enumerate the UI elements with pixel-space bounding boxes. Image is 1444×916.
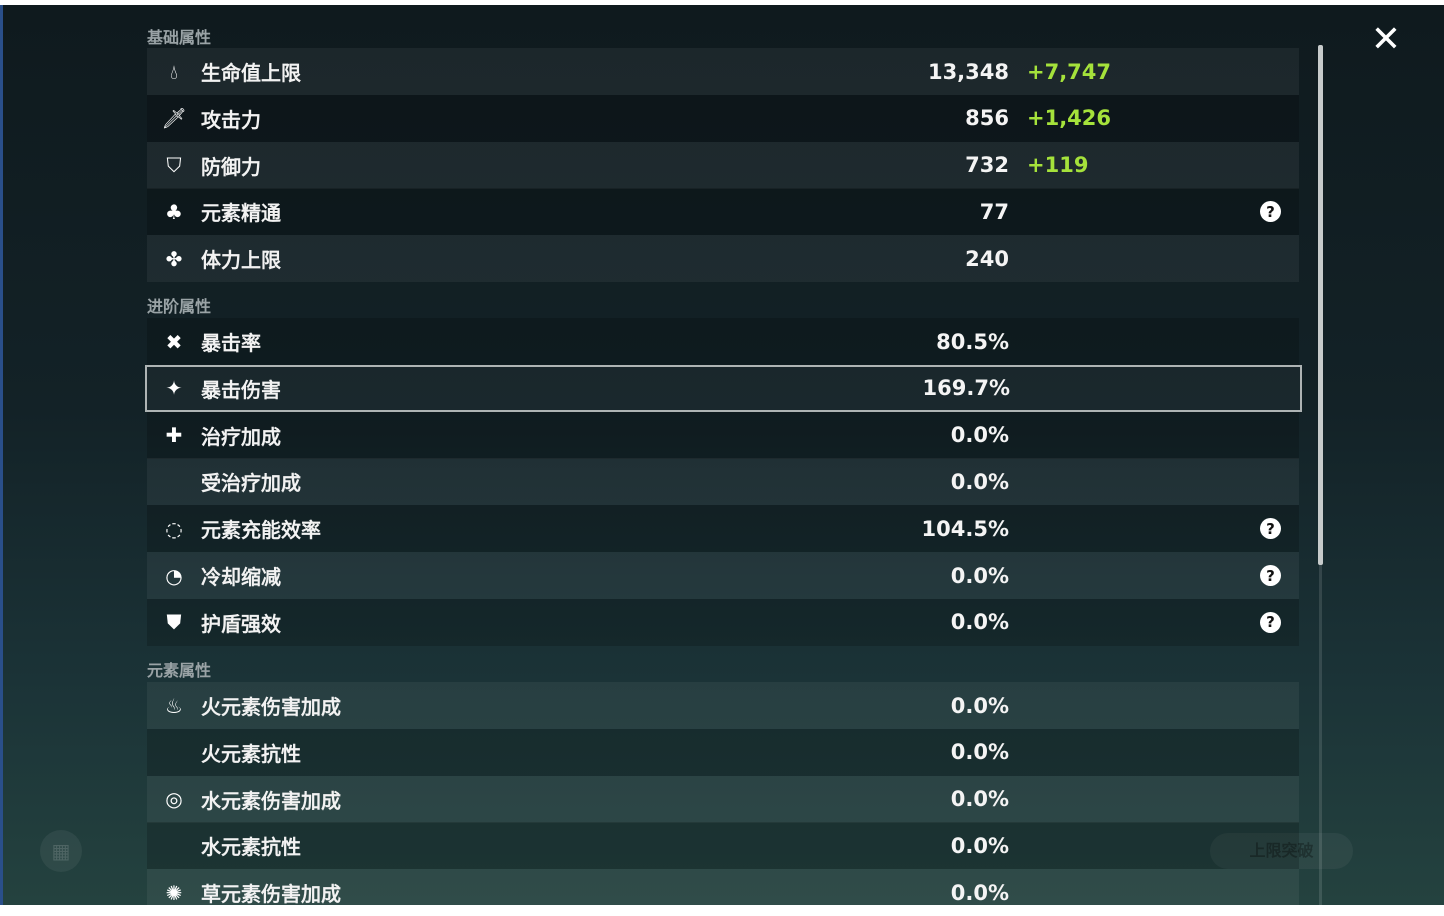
shield-strength-icon: ⛊	[166, 610, 182, 635]
elemental-mastery-icon: ♣	[165, 199, 183, 224]
stat-label: 受治疗加成	[201, 471, 301, 496]
dendro-icon: ✺	[165, 880, 183, 905]
stat-row[interactable]: 火元素抗性 0.0%	[147, 728, 1299, 776]
stat-value: 732	[965, 153, 1009, 178]
shield-icon: ⛉	[166, 153, 182, 178]
window-edge	[0, 5, 3, 905]
sword-icon: 🗡︎	[161, 106, 187, 131]
hydro-icon: ◎	[165, 787, 183, 812]
stat-label: 元素精通	[201, 201, 281, 226]
section-title: 元素属性	[147, 661, 212, 680]
stat-value: 240	[965, 246, 1009, 271]
stat-row[interactable]: ◎ 水元素伤害加成 0.0%	[147, 775, 1299, 823]
stat-label: 草元素伤害加成	[201, 882, 341, 907]
stat-label: 火元素伤害加成	[201, 695, 341, 719]
stat-row[interactable]: ✤ 体力上限 240	[147, 235, 1299, 283]
crit-rate-icon: ✖	[165, 329, 183, 354]
stat-value: 856	[965, 106, 1009, 131]
stat-value: 13,348	[927, 59, 1009, 84]
ascend-button-background: 上限突破	[1210, 833, 1353, 869]
stat-bonus: +1,426	[1027, 106, 1112, 131]
menu-grid-button: ▦	[40, 830, 82, 872]
stat-label: 体力上限	[201, 248, 281, 273]
stat-row[interactable]: 水元素抗性 0.0%	[147, 822, 1299, 870]
stat-row[interactable]: 受治疗加成 0.0%	[147, 458, 1299, 506]
stamina-icon: ✤	[165, 246, 183, 271]
stat-label: 护盾强效	[201, 611, 281, 636]
stat-label: 暴击伤害	[201, 377, 281, 402]
stat-label: 暴击率	[201, 331, 261, 355]
stat-value: 0.0%	[950, 563, 1009, 588]
stat-row[interactable]: ◔ 冷却缩减 0.0%?	[147, 552, 1299, 599]
help-icon[interactable]: ?	[1260, 201, 1281, 223]
pyro-icon: ♨	[165, 693, 183, 718]
help-icon[interactable]: ?	[1260, 611, 1281, 633]
stat-row[interactable]: ⛉ 防御力 732 +119	[147, 141, 1299, 189]
stat-row[interactable]: ◌ 元素充能效率 104.5%?	[147, 505, 1299, 553]
stat-bonus: +7,747	[1027, 59, 1112, 84]
stat-label: 攻击力	[201, 107, 261, 132]
stat-bonus: +119	[1027, 153, 1089, 178]
stat-label: 生命值上限	[201, 61, 301, 85]
stats-panel-background	[3, 5, 1444, 905]
scrollbar-thumb[interactable]	[1318, 45, 1323, 565]
stat-row[interactable]: 💧︎ 生命值上限 13,348 +7,747	[147, 48, 1299, 95]
stat-value: 0.0%	[950, 740, 1009, 765]
stat-value: 0.0%	[950, 469, 1009, 494]
stat-label: 火元素抗性	[201, 741, 301, 766]
stat-row[interactable]: 🗡︎ 攻击力 856 +1,426	[147, 94, 1299, 142]
section-title: 基础属性	[147, 28, 212, 47]
stat-row[interactable]: ♨ 火元素伤害加成 0.0%	[147, 682, 1299, 729]
stat-value: 169.7%	[922, 376, 1010, 401]
stat-label: 水元素抗性	[201, 835, 301, 860]
stat-label: 元素充能效率	[201, 518, 321, 543]
stat-value: 0.0%	[950, 423, 1009, 448]
close-button[interactable]: ✕	[1368, 22, 1404, 58]
stat-row[interactable]: ⛊ 护盾强效 0.0%?	[147, 598, 1299, 646]
stat-value: 0.0%	[950, 880, 1009, 905]
stat-label: 水元素伤害加成	[201, 788, 341, 813]
stat-value: 0.0%	[950, 693, 1009, 718]
section-title: 进阶属性	[147, 297, 212, 316]
stat-row[interactable]: ♣ 元素精通 77?	[147, 188, 1299, 236]
close-icon: ✕	[1370, 19, 1402, 60]
stat-value: 0.0%	[950, 833, 1009, 858]
stat-row[interactable]: ✚ 治疗加成 0.0%	[147, 411, 1299, 459]
stat-value: 0.0%	[950, 787, 1009, 812]
stat-row[interactable]: ✺ 草元素伤害加成 0.0%	[147, 869, 1299, 916]
stat-label: 冷却缩减	[201, 565, 281, 589]
stat-value: 80.5%	[936, 329, 1009, 354]
stat-row[interactable]: ✦ 暴击伤害 169.7%	[145, 364, 1302, 412]
stat-label: 治疗加成	[201, 424, 281, 449]
hp-drop-icon: 💧︎	[170, 59, 178, 84]
stat-value: 0.0%	[950, 610, 1009, 635]
cooldown-icon: ◔	[165, 563, 183, 588]
crit-dmg-icon: ✦	[165, 376, 183, 401]
energy-recharge-icon: ◌	[165, 516, 183, 541]
stat-label: 防御力	[201, 154, 261, 179]
stat-value: 77	[979, 199, 1009, 224]
help-icon[interactable]: ?	[1260, 565, 1281, 586]
stat-row[interactable]: ✖ 暴击率 80.5%	[147, 318, 1299, 365]
stat-value: 104.5%	[921, 516, 1009, 541]
help-icon[interactable]: ?	[1260, 518, 1281, 540]
healing-cross-icon: ✚	[165, 423, 183, 448]
